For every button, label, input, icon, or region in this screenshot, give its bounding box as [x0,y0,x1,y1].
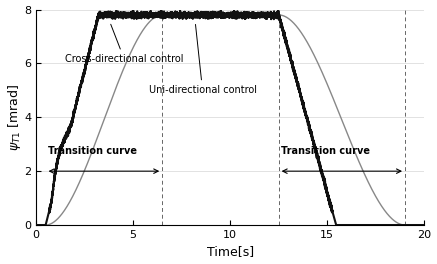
Text: Transition curve: Transition curve [281,146,370,156]
Text: Transition curve: Transition curve [48,146,137,156]
Text: Cross-directional control: Cross-directional control [65,24,184,64]
Y-axis label: $\psi_{T1}$ [mrad]: $\psi_{T1}$ [mrad] [6,84,23,151]
X-axis label: Time[s]: Time[s] [207,246,254,258]
Text: Uni-directional control: Uni-directional control [149,25,257,95]
